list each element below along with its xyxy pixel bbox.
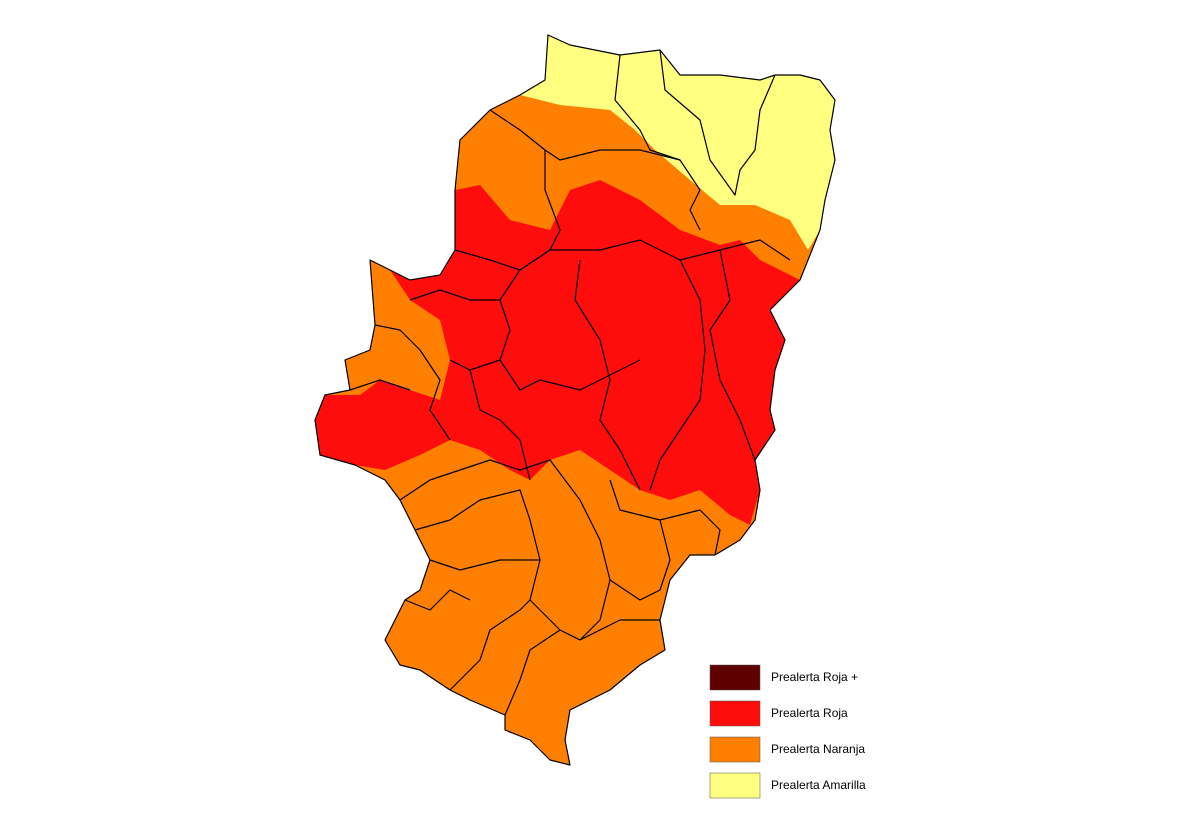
zone-roja xyxy=(315,180,800,525)
zone-amarilla xyxy=(520,35,835,250)
legend-swatch xyxy=(709,700,761,727)
legend: Prealerta Roja + Prealerta Roja Prealerta … xyxy=(709,664,866,799)
legend-swatch xyxy=(709,664,761,691)
legend-swatch xyxy=(709,736,761,763)
legend-swatch xyxy=(709,772,761,799)
outer-border xyxy=(314,34,836,766)
district-borders xyxy=(349,49,791,716)
legend-label: Prealerta Naranja xyxy=(771,742,865,756)
legend-label: Prealerta Roja xyxy=(771,706,848,720)
legend-label: Prealerta Amarilla xyxy=(771,778,866,792)
region-map xyxy=(314,34,836,766)
legend-label: Prealerta Roja + xyxy=(771,670,858,684)
